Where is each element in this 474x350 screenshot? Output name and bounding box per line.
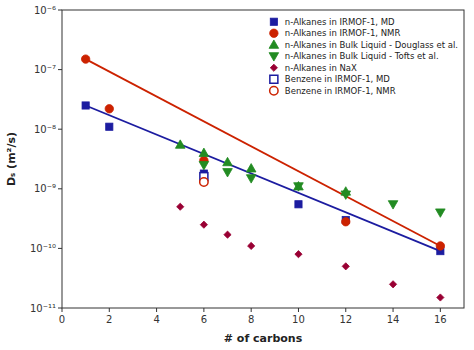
data-point <box>199 148 209 156</box>
x-tick-label: 14 <box>387 314 400 325</box>
y-tick-label: 10⁻⁷ <box>34 64 56 75</box>
x-tick <box>298 308 299 312</box>
x-axis-label: # of carbons <box>224 332 303 345</box>
y-tick <box>58 248 62 249</box>
x-tick-label: 8 <box>248 314 254 325</box>
x-tick <box>109 308 110 312</box>
data-point <box>246 164 256 172</box>
data-point <box>199 161 209 169</box>
y-tick-label: 10⁻¹⁰ <box>30 243 56 254</box>
legend-label: n-Alkanes in Bulk Liquid - Douglass et a… <box>285 40 458 50</box>
y-tick <box>58 10 62 11</box>
legend-symbol <box>270 29 278 37</box>
data-point <box>105 105 113 113</box>
legend-symbol <box>270 87 278 95</box>
data-point <box>177 203 184 210</box>
points <box>81 55 445 301</box>
data-point <box>224 231 231 238</box>
x-tick-label: 16 <box>434 314 447 325</box>
data-point <box>223 169 233 177</box>
y-tick <box>58 69 62 70</box>
x-tick <box>251 308 252 312</box>
data-point <box>246 175 256 183</box>
x-tick-label: 12 <box>339 314 352 325</box>
data-point <box>175 140 185 148</box>
data-point <box>81 55 89 63</box>
data-point <box>295 251 302 258</box>
data-point <box>294 183 304 191</box>
x-tick-label: 0 <box>59 314 65 325</box>
data-point <box>342 263 349 270</box>
x-tick <box>393 308 394 312</box>
legend-symbol <box>270 75 278 83</box>
data-point <box>436 209 446 217</box>
legend-label: n-Alkanes in NaX <box>285 63 357 73</box>
x-tick <box>156 308 157 312</box>
x-tick <box>345 308 346 312</box>
data-point <box>437 294 444 301</box>
y-tick-label: 10⁻⁶ <box>34 5 56 16</box>
data-point <box>82 102 89 109</box>
data-point <box>200 178 208 186</box>
data-point <box>223 157 233 165</box>
y-tick-label: 10⁻⁸ <box>34 124 56 135</box>
data-point <box>389 281 396 288</box>
y-tick <box>58 129 62 130</box>
fit-line <box>86 59 441 246</box>
y-axis-label: Dₛ (m²/s) <box>5 132 18 186</box>
y-tick-label: 10⁻¹¹ <box>30 303 56 314</box>
x-tick-label: 10 <box>292 314 305 325</box>
legend-symbol <box>269 53 279 61</box>
axes: 0 2 4 6 8 10 12 14 16 10⁻¹¹ 10⁻¹⁰ 10⁻⁹ 10⁻⁸ 10⁻⁷ 10⁻⁶ <box>30 5 447 326</box>
legend: n-Alkanes in IRMOF-1, MDn-Alkanes in IRM… <box>269 17 458 96</box>
data-point <box>248 242 255 249</box>
data-point <box>341 191 351 199</box>
x-tick-label: 6 <box>201 314 207 325</box>
legend-label: n-Alkanes in IRMOF-1, MD <box>285 17 395 27</box>
chart: 0 2 4 6 8 10 12 14 16 10⁻¹¹ 10⁻¹⁰ 10⁻⁹ 10⁻⁸ 10⁻⁷ 10⁻⁶ #… <box>0 0 474 350</box>
fit-line <box>86 105 441 251</box>
data-point <box>106 123 113 130</box>
legend-symbol <box>269 40 279 48</box>
data-point <box>436 242 444 250</box>
legend-label: n-Alkanes in IRMOF-1, NMR <box>285 28 401 38</box>
legend-symbol <box>270 64 277 71</box>
x-tick <box>203 308 204 312</box>
legend-label: Benzene in IRMOF-1, MD <box>285 74 390 84</box>
data-point <box>295 201 302 208</box>
y-tick <box>58 188 62 189</box>
y-tick-label: 10⁻⁹ <box>34 183 56 194</box>
lines <box>86 59 441 251</box>
legend-label: n-Alkanes in Bulk Liquid - Tofts et al. <box>285 51 439 61</box>
data-point <box>200 221 207 228</box>
plot-frame <box>62 10 464 308</box>
legend-label: Benzene in IRMOF-1, NMR <box>285 86 396 96</box>
legend-symbol <box>270 18 277 25</box>
x-tick <box>62 308 63 312</box>
data-point <box>388 201 398 209</box>
y-tick <box>58 308 62 309</box>
data-point <box>342 218 350 226</box>
x-tick-label: 4 <box>153 314 159 325</box>
x-tick-label: 2 <box>106 314 112 325</box>
x-tick <box>440 308 441 312</box>
plot-area <box>81 55 445 301</box>
